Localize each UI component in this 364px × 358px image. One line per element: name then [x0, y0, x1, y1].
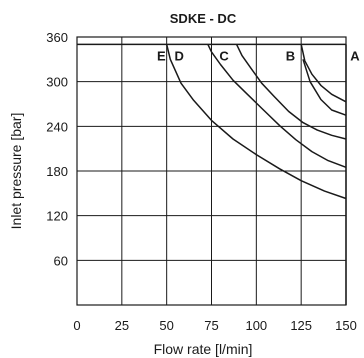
plot-frame: [76, 36, 347, 306]
curve-label-b: B: [286, 49, 295, 64]
x-tick-labels: 0 25 50 75 100 125 150: [73, 318, 356, 333]
series-d-line: [207, 44, 347, 169]
curve-label-a: A: [350, 49, 360, 64]
x-tick-label: 50: [159, 318, 173, 333]
y-tick-label: 120: [46, 209, 68, 224]
y-tick-label: 60: [54, 253, 68, 268]
y-tick-labels: 60 120 180 240 300 360: [46, 30, 68, 268]
x-tick-label: 150: [335, 318, 357, 333]
chart-title: SDKE - DC: [170, 11, 237, 26]
y-tick-label: 300: [46, 75, 68, 90]
curve-label-e: E: [157, 49, 166, 64]
x-tick-label: 75: [204, 318, 218, 333]
y-tick-label: 360: [46, 30, 68, 45]
y-tick-label: 240: [46, 119, 68, 134]
series-c-line: [235, 44, 347, 140]
grid: [77, 37, 346, 305]
curve-label-d: D: [175, 49, 184, 64]
series-b-line: [300, 44, 347, 103]
x-tick-label: 0: [73, 318, 80, 333]
limit-line: [302, 59, 347, 116]
x-tick-label: 100: [245, 318, 267, 333]
curve-label-c: C: [219, 49, 229, 64]
x-tick-label: 25: [115, 318, 129, 333]
x-axis-label: Flow rate [l/min]: [154, 341, 253, 357]
y-axis-label: Inlet pressure [bar]: [8, 113, 24, 230]
x-tick-label: 125: [290, 318, 312, 333]
y-tick-label: 180: [46, 164, 68, 179]
series-e-line: [165, 44, 347, 200]
